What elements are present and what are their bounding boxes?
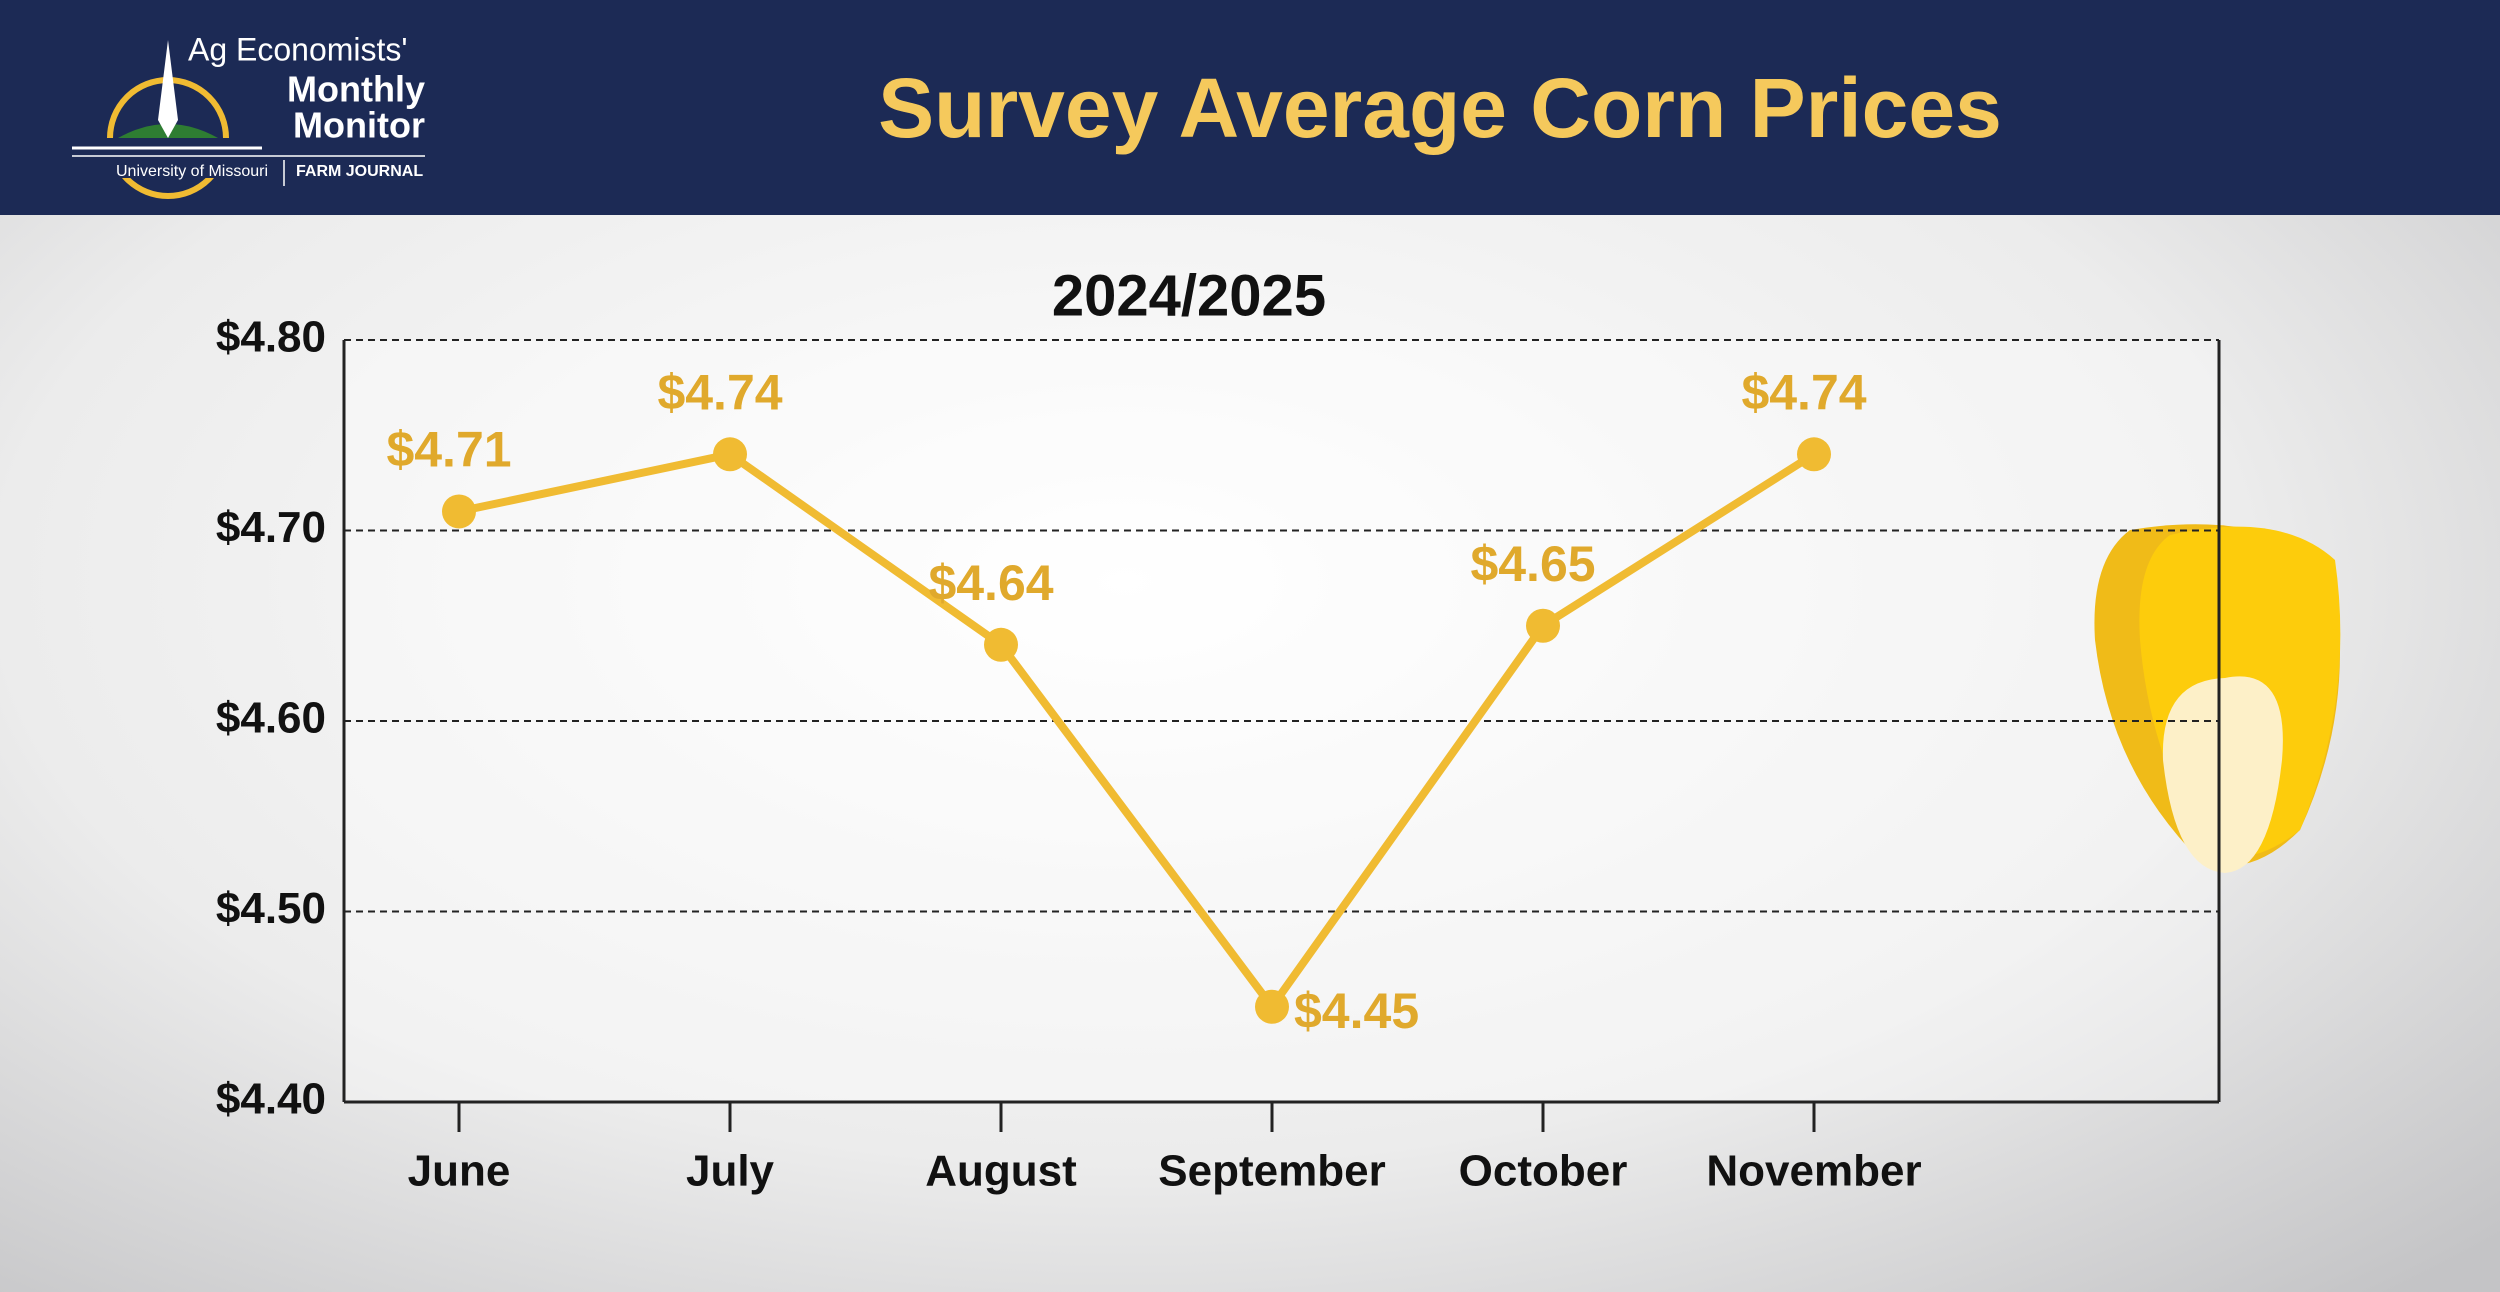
logo-text: Ag Economists' bbox=[188, 31, 408, 67]
point bbox=[1526, 608, 1560, 643]
x-tick-label: November bbox=[1706, 1147, 1921, 1196]
y-tick-label: $4.60 bbox=[216, 694, 326, 743]
logo-mask bbox=[100, 138, 236, 178]
point bbox=[442, 494, 476, 529]
header-bar bbox=[0, 0, 2500, 215]
value-label: $4.65 bbox=[1470, 536, 1595, 592]
x-tick-label: September bbox=[1158, 1147, 1385, 1196]
value-label: $4.71 bbox=[386, 422, 511, 478]
chart-subtitle: 2024/2025 bbox=[1052, 263, 1326, 328]
x-tick-label: July bbox=[686, 1147, 775, 1196]
value-label: $4.45 bbox=[1294, 983, 1419, 1039]
logo-text: Monitor bbox=[293, 105, 425, 146]
logo-star bbox=[158, 40, 178, 138]
value-label: $4.74 bbox=[657, 365, 782, 421]
kernel-germ bbox=[2162, 676, 2283, 873]
value-label: $4.64 bbox=[928, 555, 1053, 611]
point bbox=[1797, 437, 1831, 472]
y-tick-label: $4.50 bbox=[216, 884, 326, 933]
series-line bbox=[458, 450, 1817, 1014]
value-label: $4.74 bbox=[1741, 365, 1866, 421]
point bbox=[984, 627, 1018, 662]
logo-text: Monthly bbox=[287, 69, 425, 110]
chart-title: Survey Average Corn Prices bbox=[878, 61, 2002, 155]
y-tick-label: $4.40 bbox=[216, 1075, 326, 1124]
y-tick-label: $4.80 bbox=[216, 313, 326, 362]
corn-kernel bbox=[2094, 524, 2341, 873]
logo: Ag Economists' Monthly Monitor Universit… bbox=[72, 31, 425, 199]
logo-org: University of Missouri bbox=[116, 163, 268, 180]
x-tick-label: August bbox=[925, 1147, 1077, 1196]
point bbox=[713, 437, 747, 472]
x-tick-label: October bbox=[1459, 1147, 1628, 1196]
point bbox=[1255, 989, 1289, 1024]
x-tick-label: June bbox=[408, 1147, 511, 1196]
y-tick-label: $4.70 bbox=[216, 503, 326, 552]
logo-org: FARM JOURNAL bbox=[296, 163, 423, 180]
